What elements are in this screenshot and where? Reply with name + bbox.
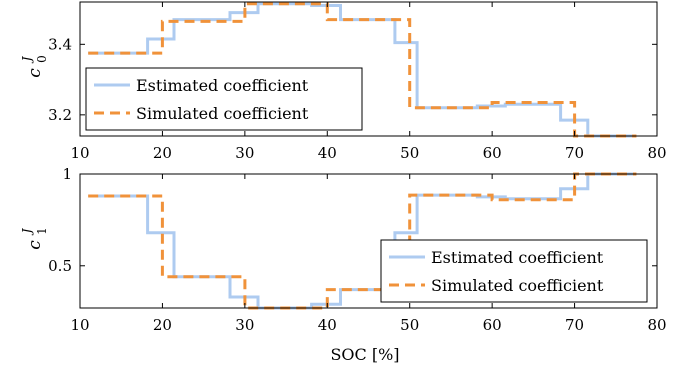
x-tick-label: 50 bbox=[400, 144, 419, 162]
chart-top-c0: 10 20 30 40 50 60 70 80 3.2 3.4 cJ 0 Estimated coe… bbox=[20, 1, 667, 162]
y-label-main: c bbox=[25, 68, 45, 78]
ticks-bottom: 10 20 30 40 50 60 70 80 0.5 1 bbox=[48, 165, 666, 334]
chart-bottom-c1: 10 20 30 40 50 60 70 800.51 cJ 1 Estimated coeff… bbox=[20, 165, 667, 334]
series-line-simulated bbox=[88, 172, 637, 310]
y-label-main: c bbox=[25, 240, 45, 250]
y-tick-label: 3.2 bbox=[48, 106, 72, 124]
y-label-sup: J bbox=[20, 227, 34, 236]
x-tick-label: 70 bbox=[565, 316, 584, 334]
legend-box bbox=[85, 67, 363, 131]
y-label-sub: 1 bbox=[35, 227, 49, 235]
x-tick-label: 70 bbox=[565, 144, 584, 162]
x-tick-label: 30 bbox=[235, 144, 254, 162]
legend-entry: Estimated coefficient bbox=[136, 76, 309, 95]
y-label-sup: J bbox=[20, 55, 34, 64]
y-axis-label-bottom: cJ 1 bbox=[20, 227, 49, 250]
x-tick-label: 50 bbox=[400, 316, 419, 334]
y-label-group: cJ 0 bbox=[20, 55, 49, 78]
x-tick-label: 20 bbox=[153, 144, 172, 162]
legend-bottom: Estimated coefficient Simulated coefficie… bbox=[380, 239, 648, 303]
x-axis-label: SOC [%] bbox=[330, 345, 399, 364]
x-tick-label: 80 bbox=[647, 144, 666, 162]
ticks-top: 10 20 30 40 50 60 70 80 3.2 3.4 bbox=[48, 2, 667, 162]
legend-entry: Simulated coefficient bbox=[136, 104, 309, 123]
x-tick-label: 20 bbox=[153, 316, 172, 334]
x-tick-label: 60 bbox=[483, 144, 502, 162]
x-tick-label: 10 bbox=[70, 144, 89, 162]
x-tick-label: 60 bbox=[483, 316, 502, 334]
legend-box bbox=[380, 239, 648, 303]
x-tick-label: 80 bbox=[647, 316, 666, 334]
y-tick-label: 1 bbox=[62, 165, 72, 183]
legend-entry: Simulated coefficient bbox=[431, 276, 604, 295]
x-tick-label: 40 bbox=[318, 144, 337, 162]
y-label-sub: 0 bbox=[35, 55, 49, 63]
axes-frame-top bbox=[79, 1, 658, 137]
x-tick-label: 30 bbox=[235, 316, 254, 334]
axes-frame-bottom bbox=[79, 173, 658, 309]
y-tick-label: 3.4 bbox=[48, 35, 72, 53]
legend-top: Estimated coefficient Simulated coefficie… bbox=[85, 67, 363, 131]
y-axis-label-top: cJ 0 bbox=[20, 55, 49, 78]
y-tick-label: 0.5 bbox=[48, 257, 72, 275]
y-label-group: cJ 1 bbox=[20, 227, 49, 250]
legend-entry: Estimated coefficient bbox=[431, 248, 604, 267]
plot-area-top bbox=[88, 2, 637, 138]
plot-area-bottom bbox=[88, 172, 637, 310]
x-tick-label: 10 bbox=[70, 316, 89, 334]
x-tick-label: 40 bbox=[318, 316, 337, 334]
series-line-simulated bbox=[88, 2, 637, 138]
